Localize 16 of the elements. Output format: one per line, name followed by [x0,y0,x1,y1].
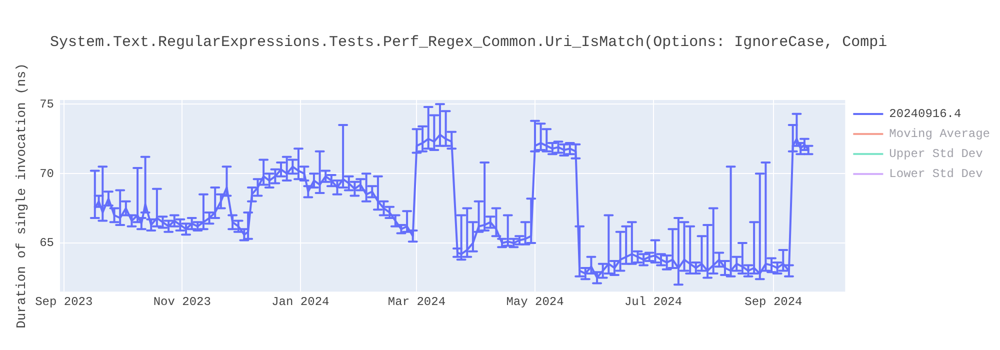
x-tick-label: Mar 2024 [388,294,446,309]
x-tick-label: Jan 2024 [272,294,330,309]
x-tick-label: Jul 2024 [624,294,682,309]
x-tick-label: Nov 2023 [153,294,211,309]
y-tick-label: 70 [40,166,54,181]
legend-label: Upper Std Dev [889,147,983,162]
legend-label: Lower Std Dev [889,167,983,182]
y-axis-title: Duration of single invocation (ns) [14,63,30,328]
chart-title: System.Text.RegularExpressions.Tests.Perf_Regex_Common.Uri_IsMatch(Options: IgnoreCase, Compi [50,34,888,51]
x-tick-label: Sep 2023 [35,294,93,309]
legend-label: 20240916.4 [889,107,962,122]
legend-label: Moving Average [889,127,990,142]
y-tick-label: 75 [40,97,54,112]
x-tick-label: May 2024 [506,294,564,309]
y-tick-label: 65 [40,236,54,250]
x-tick-label: Sep 2024 [744,294,802,309]
